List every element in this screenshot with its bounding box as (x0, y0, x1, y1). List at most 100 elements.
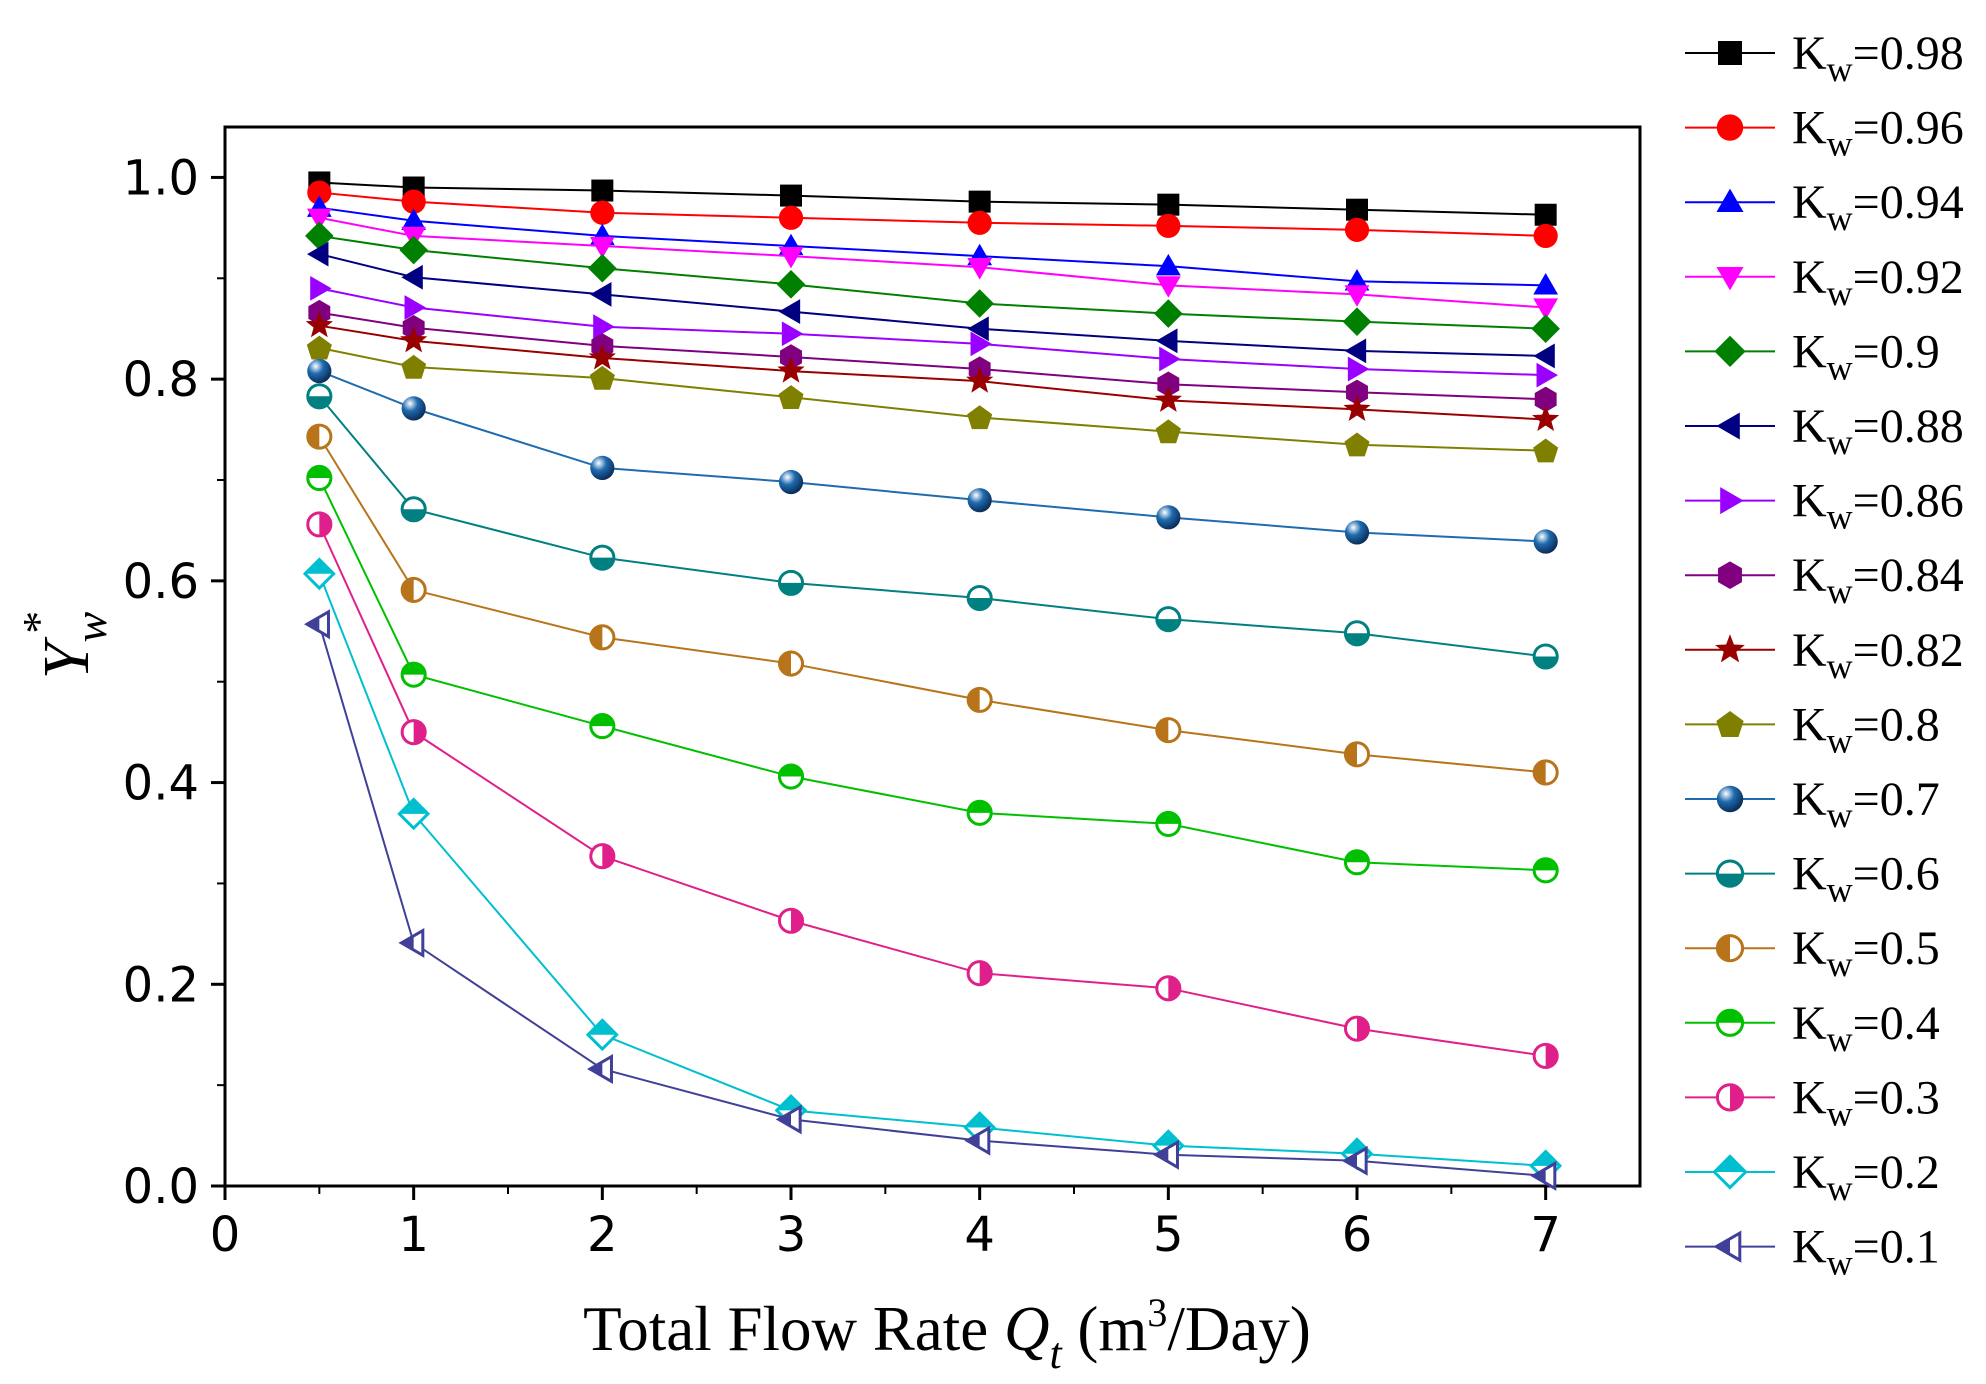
data-point-marker (778, 469, 804, 495)
data-point-marker (1154, 299, 1183, 328)
data-point-marker (1157, 193, 1180, 216)
data-point-marker (1532, 643, 1559, 670)
data-point-marker (306, 511, 333, 538)
legend-label-name: K (1792, 1221, 1827, 1274)
legend-label-value: =0.8 (1853, 698, 1940, 751)
plot-frame (223, 125, 1642, 1188)
hexagon-marker (1718, 561, 1742, 589)
legend-label-subscript: w (1827, 795, 1853, 835)
legend-label-subscript: w (1827, 422, 1853, 462)
data-point-marker (1716, 267, 1744, 291)
legend-item: Kw=0.94 (1685, 176, 1964, 238)
half-circle-fill (1156, 812, 1180, 824)
data-point-marker (398, 927, 425, 958)
diamond-marker (776, 270, 806, 299)
legend-item: Kw=0.3 (1685, 1071, 1940, 1133)
legend-item: Kw=0.98 (1685, 27, 1964, 89)
legend-label: Kw=0.6 (1792, 848, 1940, 910)
series-line (318, 477, 1546, 872)
legend-label-value: =0.1 (1853, 1221, 1940, 1274)
legend-label-value: =0.7 (1853, 773, 1940, 826)
data-point-marker (1153, 1139, 1179, 1170)
data-point-marker (1536, 362, 1558, 388)
ball-marker (1533, 529, 1558, 554)
series-line (319, 181, 1546, 216)
data-point-marker (1533, 273, 1559, 295)
legend-label: Kw=0.84 (1792, 549, 1964, 611)
ball-marker (1156, 505, 1181, 530)
legend-item: Kw=0.2 (1685, 1146, 1940, 1208)
data-point-marker (400, 719, 427, 746)
half-circle-fill (1717, 935, 1731, 961)
half-circle-fill (779, 582, 803, 595)
data-point-marker (970, 331, 992, 357)
triangle-down-marker (1155, 276, 1181, 298)
legend-label-subscript: w (1827, 646, 1853, 686)
data-point-marker (591, 179, 614, 202)
legend-item: Kw=0.1 (1685, 1221, 1940, 1283)
half-triangle-fill (401, 935, 414, 951)
half-circle-fill (590, 625, 603, 649)
legend-label-subscript: w (1827, 273, 1853, 313)
square-marker (968, 190, 991, 213)
series-3 (306, 208, 1559, 320)
x-axis-label-unit-close: /Day) (1167, 1294, 1310, 1364)
legend-label-subscript: w (1827, 1168, 1853, 1208)
legend-label: Kw=0.86 (1792, 475, 1964, 537)
data-point-marker (1346, 198, 1368, 221)
series-group (302, 171, 1563, 1191)
data-point-marker (1716, 188, 1744, 212)
y-axis-label: Yw* (13, 611, 116, 679)
data-point-marker (1343, 1015, 1371, 1042)
data-point-marker (1715, 934, 1745, 963)
star-marker (1154, 386, 1182, 412)
half-circle-fill (1156, 619, 1180, 631)
data-point-marker (589, 544, 616, 571)
x-axis-label-symbol: Q (1004, 1294, 1050, 1364)
circle-marker (1344, 217, 1370, 242)
series-12 (306, 423, 1559, 786)
data-point-marker (1154, 386, 1182, 412)
star-marker (1715, 634, 1745, 663)
series-10 (307, 358, 1558, 554)
circle-marker (1533, 223, 1558, 249)
triangle-right-marker (970, 331, 992, 357)
data-point-marker (1533, 529, 1558, 554)
triangle-left-marker (590, 282, 612, 307)
data-point-marker (1534, 386, 1557, 412)
triangle-down-marker (1716, 267, 1744, 291)
data-point-marker (1157, 371, 1180, 397)
triangle-right-marker (404, 295, 426, 320)
legend-label: Kw=0.88 (1792, 400, 1964, 462)
half-diamond-fill (588, 1020, 617, 1035)
pentagon-marker (778, 385, 804, 409)
data-point-marker (967, 210, 992, 235)
legend-label-name: K (1792, 624, 1827, 677)
data-point-marker (966, 366, 994, 393)
legend-label-name: K (1792, 251, 1827, 304)
data-point-marker (1530, 1160, 1557, 1191)
legend-label: Kw=0.9 (1792, 325, 1940, 387)
data-point-marker (588, 253, 617, 283)
data-point-marker (306, 383, 333, 410)
x-axis-label-unit-open: (m (1062, 1294, 1148, 1364)
data-point-marker (401, 189, 426, 214)
half-circle-fill (791, 909, 803, 933)
legend-label: Kw=0.96 (1792, 102, 1964, 164)
circle-marker (1716, 114, 1744, 141)
triangle-up-marker (1344, 269, 1370, 291)
series-line (318, 623, 1546, 1177)
half-circle-fill (402, 663, 426, 675)
y-tick-label: 0.4 (123, 756, 199, 812)
legend-label-value: =0.86 (1853, 475, 1964, 528)
x-tick-label: 3 (776, 1207, 807, 1263)
half-circle-fill (402, 509, 426, 521)
data-point-marker (401, 396, 426, 421)
series-line (319, 216, 1546, 309)
data-point-marker (587, 1054, 613, 1084)
half-circle-fill (1534, 656, 1558, 669)
legend-item: Kw=0.7 (1685, 773, 1940, 835)
x-tick-label: 7 (1530, 1207, 1561, 1263)
data-point-marker (400, 496, 427, 523)
